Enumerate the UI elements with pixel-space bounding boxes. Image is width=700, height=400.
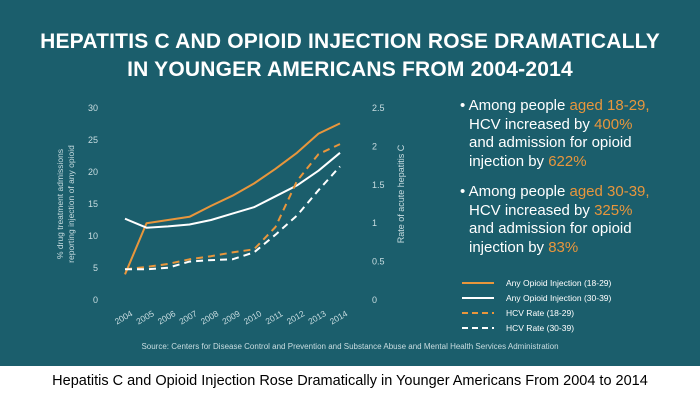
legend-label: Any Opioid Injection (18-29) bbox=[506, 278, 612, 288]
x-tick-label: 2009 bbox=[220, 308, 242, 326]
y-right-tick-label: 2.5 bbox=[372, 103, 385, 113]
y-right-tick-label: 0 bbox=[372, 295, 377, 305]
bullet-text: • Among people bbox=[460, 97, 570, 114]
x-tick-label: 2004 bbox=[113, 308, 135, 326]
bullet-text: injection by bbox=[469, 152, 549, 170]
highlight-text: aged 30-39, bbox=[569, 183, 650, 200]
bullet-text: HCV increased by bbox=[469, 115, 595, 133]
figure-caption: Hepatitis C and Opioid Injection Rose Dr… bbox=[52, 373, 648, 389]
legend-label: HCV Rate (18-29) bbox=[506, 308, 574, 318]
y-right-tick-label: 0.5 bbox=[372, 257, 385, 267]
x-tick-label: 2006 bbox=[156, 308, 178, 326]
bullet-aged-18-29: • Among people aged 18-29, HCV increased … bbox=[460, 97, 700, 171]
x-tick-label: 2014 bbox=[328, 308, 350, 326]
y-left-tick-label: 30 bbox=[88, 103, 98, 113]
bullet-text: and admission for opioid bbox=[469, 220, 632, 238]
series-line-1 bbox=[124, 122, 341, 275]
y-left-tick-label: 25 bbox=[88, 135, 98, 145]
bullet-line: HCV increased by 325% bbox=[460, 202, 700, 221]
source-note: Source: Centers for Disease Control and … bbox=[141, 342, 559, 351]
highlight-text: 622% bbox=[548, 152, 587, 170]
legend-label: HCV Rate (30-39) bbox=[506, 323, 574, 333]
y-right-axis-label: Rate of acute hepatitis C bbox=[396, 144, 406, 243]
y-left-axis-label: % drug treatment admissionsreporting inj… bbox=[55, 145, 76, 263]
bullet-line: HCV increased by 400% bbox=[460, 116, 700, 135]
chart-title-line-2: IN YOUNGER AMERICANS FROM 2004-2014 bbox=[127, 58, 573, 81]
chart-title-line-1: HEPATITIS C AND OPIOID INJECTION ROSE DR… bbox=[40, 30, 660, 53]
bullet-line: and admission for opioid bbox=[460, 134, 700, 153]
y-right-tick-label: 1.5 bbox=[372, 180, 385, 190]
series-line-4 bbox=[125, 165, 341, 271]
series-line-3 bbox=[124, 143, 341, 271]
x-tick-label: 2005 bbox=[134, 308, 156, 326]
y-right-tick-label: 1 bbox=[372, 218, 377, 228]
y-left-tick-label: 15 bbox=[88, 199, 98, 209]
y-left-tick-label: 20 bbox=[88, 167, 98, 177]
legend-label: Any Opioid Injection (30-39) bbox=[506, 293, 612, 303]
infographic: HEPATITIS C AND OPIOID INJECTION ROSE DR… bbox=[0, 0, 700, 366]
bullet-line: injection by 83% bbox=[460, 239, 700, 258]
x-tick-label: 2013 bbox=[306, 308, 328, 326]
highlight-text: 83% bbox=[548, 238, 579, 256]
x-tick-label: 2008 bbox=[199, 308, 221, 326]
y-left-tick-label: 5 bbox=[93, 263, 98, 273]
series-line-2 bbox=[124, 152, 341, 229]
bullet-text: HCV increased by bbox=[469, 201, 595, 219]
y-left-tick-label: 10 bbox=[88, 231, 98, 241]
x-tick-label: 2012 bbox=[285, 308, 307, 326]
y-right-tick-label: 2 bbox=[372, 141, 377, 151]
x-tick-label: 2011 bbox=[264, 308, 285, 326]
bullet-line: and admission for opioid bbox=[460, 220, 700, 239]
x-tick-label: 2010 bbox=[242, 308, 264, 326]
highlight-text: 325% bbox=[594, 201, 633, 219]
bullet-text: and admission for opioid bbox=[469, 134, 632, 152]
x-tick-label: 2007 bbox=[177, 308, 199, 326]
y-left-tick-label: 0 bbox=[93, 295, 98, 305]
bullet-line: injection by 622% bbox=[460, 153, 700, 172]
highlight-text: 400% bbox=[594, 115, 633, 133]
bullet-text: • Among people bbox=[460, 183, 570, 200]
bullet-line: • Among people aged 18-29, bbox=[460, 97, 700, 116]
bullet-aged-30-39: • Among people aged 30-39, HCV increased … bbox=[460, 183, 700, 257]
bullet-line: • Among people aged 30-39, bbox=[460, 183, 700, 202]
chart-svg: 0 5 10 15 20 25 30 0 0.5 1 1.5 2 2.5 % drug treatment… bbox=[55, 103, 612, 333]
highlight-text: aged 18-29, bbox=[569, 97, 650, 114]
bullet-text: injection by bbox=[469, 238, 549, 256]
